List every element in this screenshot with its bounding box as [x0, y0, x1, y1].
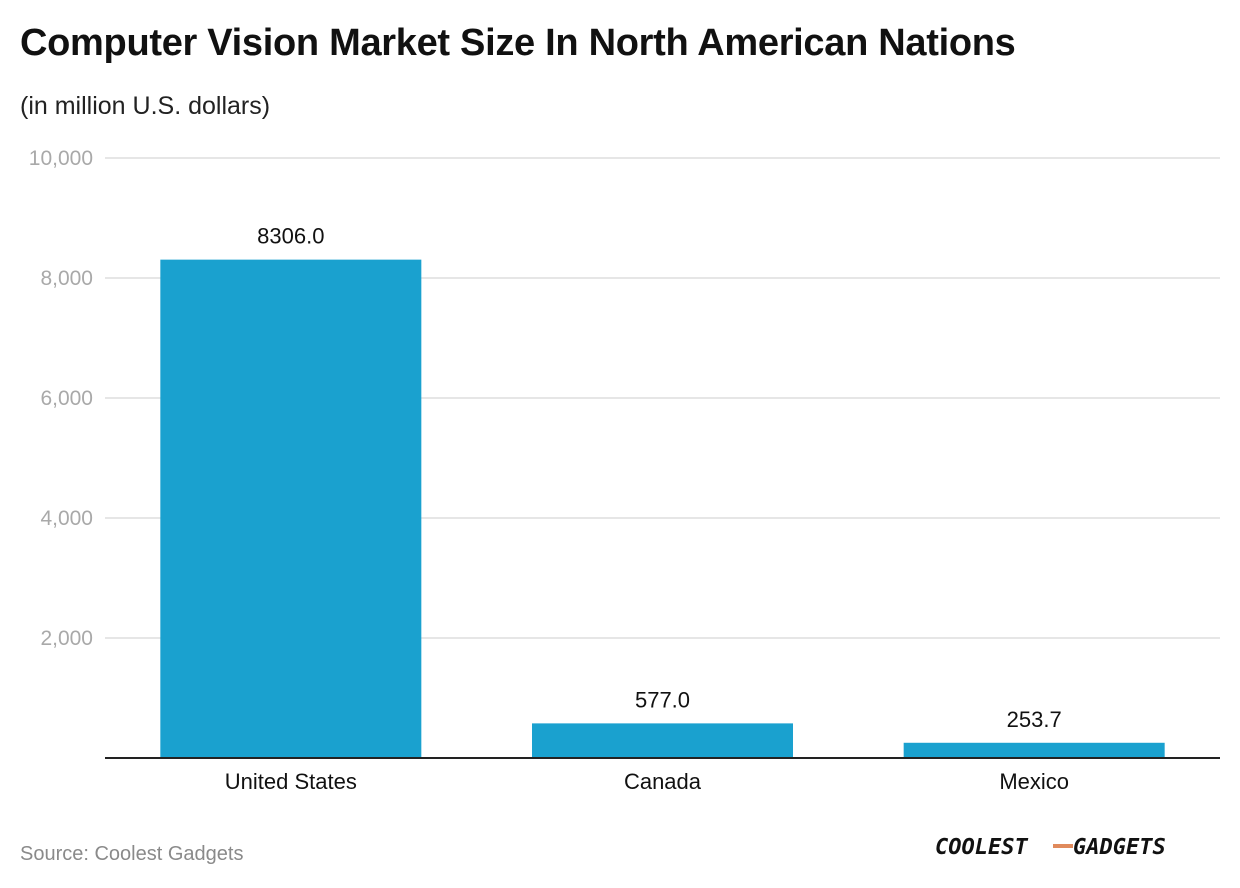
- chart-title: Computer Vision Market Size In North Ame…: [20, 22, 1016, 64]
- data-label: 577.0: [635, 687, 690, 712]
- x-tick-label: United States: [225, 769, 357, 794]
- chart-subtitle: (in million U.S. dollars): [20, 92, 271, 120]
- y-tick-label: 4,000: [40, 507, 93, 530]
- bar: [903, 742, 1165, 758]
- source-note: Source: Coolest Gadgets: [20, 843, 244, 865]
- bar: [160, 259, 422, 758]
- y-tick-label: 2,000: [40, 627, 93, 650]
- y-tick-label: 6,000: [40, 387, 93, 410]
- svg-text:GADGETS: GADGETS: [1073, 835, 1166, 860]
- bar-chart: 2,000 4,000 6,000 8,000 10,000 8306.0 United S…: [29, 147, 1220, 794]
- data-label: 8306.0: [257, 224, 324, 249]
- y-tick-label: 8,000: [40, 267, 93, 290]
- bar: [532, 723, 793, 758]
- x-tick-label: Mexico: [999, 769, 1069, 794]
- coolest-gadgets-logo: COOLEST GADGETS: [935, 835, 1166, 860]
- data-label: 253.7: [1007, 707, 1062, 732]
- svg-text:COOLEST: COOLEST: [935, 835, 1028, 860]
- x-tick-label: Canada: [624, 769, 702, 794]
- y-tick-label: 10,000: [29, 147, 93, 170]
